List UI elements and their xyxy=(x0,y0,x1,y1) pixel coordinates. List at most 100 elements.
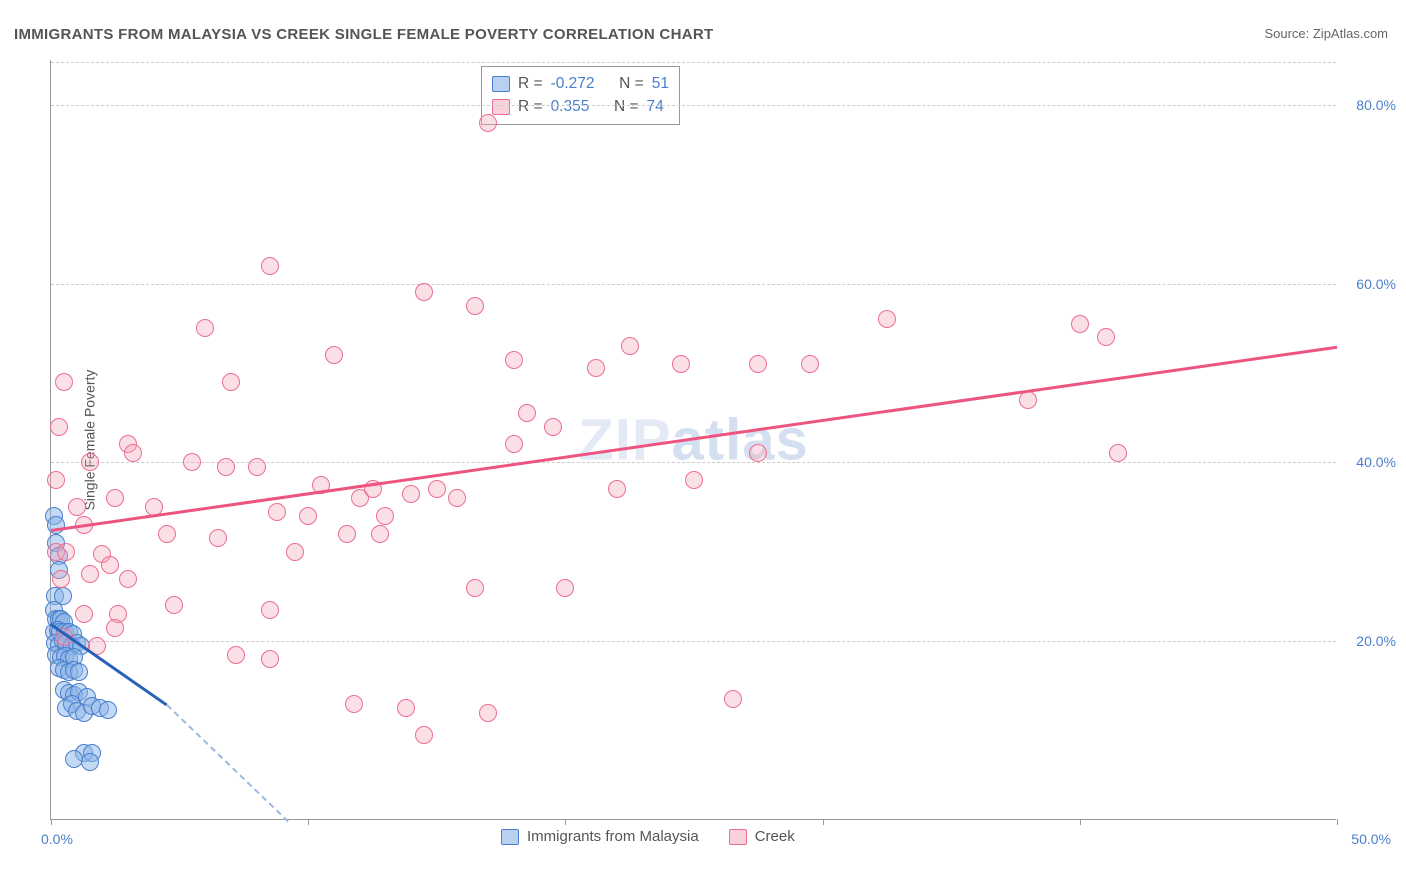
r-value: 0.355 xyxy=(551,95,590,118)
data-point xyxy=(1097,328,1115,346)
data-point xyxy=(685,471,703,489)
data-point xyxy=(261,601,279,619)
data-point xyxy=(587,359,605,377)
data-point xyxy=(70,663,88,681)
r-label: R = xyxy=(518,95,543,118)
grid-line xyxy=(51,62,1336,63)
data-point xyxy=(81,565,99,583)
data-point xyxy=(106,489,124,507)
data-point xyxy=(50,418,68,436)
source-label: Source: ZipAtlas.com xyxy=(1264,26,1388,41)
legend-label: Creek xyxy=(755,828,795,845)
data-point xyxy=(479,114,497,132)
x-tick xyxy=(308,819,309,825)
data-point xyxy=(1071,315,1089,333)
data-point xyxy=(68,498,86,516)
data-point xyxy=(217,458,235,476)
data-point xyxy=(345,695,363,713)
data-point xyxy=(196,319,214,337)
data-point xyxy=(556,579,574,597)
data-point xyxy=(479,704,497,722)
x-tick xyxy=(1337,819,1338,825)
grid-line xyxy=(51,641,1336,642)
data-point xyxy=(55,373,73,391)
data-point xyxy=(158,525,176,543)
x-tick xyxy=(1080,819,1081,825)
data-point xyxy=(325,346,343,364)
data-point xyxy=(415,283,433,301)
data-point xyxy=(397,699,415,717)
data-point xyxy=(47,516,65,534)
swatch-pink-icon xyxy=(729,829,747,845)
legend-label: Immigrants from Malaysia xyxy=(527,828,699,845)
bottom-legend: Immigrants from Malaysia Creek xyxy=(501,828,795,845)
data-point xyxy=(227,646,245,664)
swatch-pink-icon xyxy=(492,99,510,115)
data-point xyxy=(261,650,279,668)
y-tick-label: 60.0% xyxy=(1356,276,1396,292)
data-point xyxy=(124,444,142,462)
swatch-blue-icon xyxy=(492,76,510,92)
y-tick-label: 80.0% xyxy=(1356,97,1396,113)
data-point xyxy=(801,355,819,373)
n-label: N = xyxy=(614,95,639,118)
data-point xyxy=(505,351,523,369)
data-point xyxy=(544,418,562,436)
data-point xyxy=(376,507,394,525)
x-axis-max-label: 50.0% xyxy=(1351,831,1391,847)
data-point xyxy=(724,690,742,708)
n-value: 51 xyxy=(652,72,669,95)
data-point xyxy=(261,257,279,275)
data-point xyxy=(402,485,420,503)
data-point xyxy=(81,753,99,771)
stats-row: R = -0.272 N = 51 xyxy=(492,72,669,95)
chart-title: IMMIGRANTS FROM MALAYSIA VS CREEK SINGLE… xyxy=(14,26,713,43)
chart-container: IMMIGRANTS FROM MALAYSIA VS CREEK SINGLE… xyxy=(0,0,1406,892)
data-point xyxy=(1019,391,1037,409)
y-tick-label: 20.0% xyxy=(1356,633,1396,649)
data-point xyxy=(47,471,65,489)
data-point xyxy=(286,543,304,561)
data-point xyxy=(672,355,690,373)
data-point xyxy=(749,444,767,462)
data-point xyxy=(466,297,484,315)
swatch-blue-icon xyxy=(501,829,519,845)
data-point xyxy=(505,435,523,453)
y-tick-label: 40.0% xyxy=(1356,454,1396,470)
x-axis-min-label: 0.0% xyxy=(41,831,73,847)
grid-line xyxy=(51,105,1336,106)
data-point xyxy=(338,525,356,543)
grid-line xyxy=(51,284,1336,285)
data-point xyxy=(518,404,536,422)
data-point xyxy=(57,543,75,561)
data-point xyxy=(428,480,446,498)
data-point xyxy=(466,579,484,597)
data-point xyxy=(415,726,433,744)
legend-item: Immigrants from Malaysia xyxy=(501,828,699,845)
trend-line xyxy=(166,704,288,822)
data-point xyxy=(1109,444,1127,462)
n-label: N = xyxy=(619,72,644,95)
data-point xyxy=(99,701,117,719)
data-point xyxy=(248,458,266,476)
data-point xyxy=(183,453,201,471)
x-tick xyxy=(51,819,52,825)
stats-row: R = 0.355 N = 74 xyxy=(492,95,669,118)
data-point xyxy=(106,619,124,637)
r-label: R = xyxy=(518,72,543,95)
x-tick xyxy=(823,819,824,825)
stats-legend: R = -0.272 N = 51 R = 0.355 N = 74 xyxy=(481,66,680,125)
data-point xyxy=(209,529,227,547)
grid-line xyxy=(51,462,1336,463)
data-point xyxy=(165,596,183,614)
x-tick xyxy=(565,819,566,825)
data-point xyxy=(119,570,137,588)
data-point xyxy=(299,507,317,525)
r-value: -0.272 xyxy=(551,72,595,95)
legend-item: Creek xyxy=(729,828,795,845)
data-point xyxy=(52,570,70,588)
data-point xyxy=(621,337,639,355)
data-point xyxy=(749,355,767,373)
data-point xyxy=(222,373,240,391)
data-point xyxy=(608,480,626,498)
